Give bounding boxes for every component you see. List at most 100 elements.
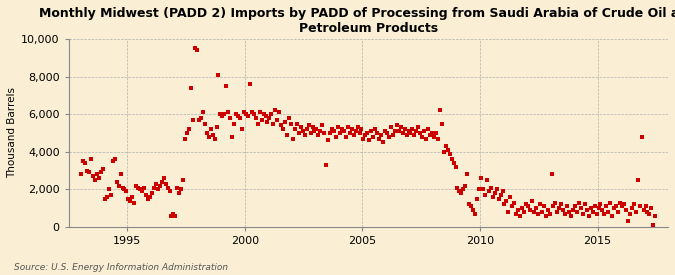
- Point: [346, 127, 357, 131]
- Point: [638, 208, 649, 212]
- Point: [637, 134, 647, 139]
- Point: [96, 170, 107, 175]
- Text: Source: U.S. Energy Information Administration: Source: U.S. Energy Information Administ…: [14, 263, 227, 272]
- Point: [518, 210, 529, 214]
- Point: [201, 131, 212, 135]
- Point: [196, 116, 207, 120]
- Point: [438, 150, 449, 154]
- Point: [589, 204, 600, 208]
- Point: [158, 176, 169, 180]
- Point: [352, 125, 363, 130]
- Point: [356, 127, 367, 131]
- Point: [78, 159, 88, 163]
- Point: [458, 187, 468, 192]
- Point: [587, 210, 598, 214]
- Point: [340, 134, 351, 139]
- Point: [583, 214, 594, 218]
- Point: [333, 125, 344, 130]
- Point: [315, 129, 326, 133]
- Point: [487, 195, 498, 199]
- Point: [307, 125, 318, 130]
- Point: [329, 129, 340, 133]
- Point: [248, 112, 259, 116]
- Point: [225, 116, 236, 120]
- Point: [454, 189, 465, 194]
- Point: [311, 127, 322, 131]
- Point: [550, 200, 561, 205]
- Point: [199, 121, 210, 126]
- Point: [617, 204, 628, 208]
- Point: [533, 212, 543, 216]
- Point: [186, 86, 196, 90]
- Point: [99, 197, 110, 201]
- Point: [591, 212, 602, 216]
- Point: [562, 204, 572, 208]
- Point: [151, 182, 161, 186]
- Point: [466, 204, 477, 208]
- Point: [148, 185, 159, 190]
- Point: [374, 136, 385, 141]
- Point: [529, 210, 539, 214]
- Point: [135, 187, 146, 192]
- Point: [288, 136, 298, 141]
- Point: [115, 172, 126, 177]
- Point: [235, 116, 246, 120]
- Point: [444, 152, 455, 156]
- Point: [396, 125, 406, 130]
- Point: [540, 214, 551, 218]
- Point: [358, 136, 369, 141]
- Point: [192, 48, 202, 52]
- Point: [188, 118, 198, 122]
- Point: [472, 197, 483, 201]
- Point: [531, 206, 541, 210]
- Point: [558, 208, 568, 212]
- Point: [476, 176, 487, 180]
- Point: [552, 210, 563, 214]
- Point: [394, 129, 404, 133]
- Point: [123, 197, 134, 201]
- Point: [319, 131, 329, 135]
- Point: [284, 116, 294, 120]
- Point: [607, 214, 618, 218]
- Point: [364, 138, 375, 143]
- Point: [82, 168, 92, 173]
- Point: [489, 191, 500, 195]
- Point: [568, 208, 578, 212]
- Point: [101, 195, 112, 199]
- Point: [415, 131, 426, 135]
- Point: [442, 148, 453, 152]
- Point: [217, 114, 227, 118]
- Point: [274, 110, 285, 114]
- Point: [437, 121, 448, 126]
- Point: [131, 183, 142, 188]
- Point: [309, 129, 320, 133]
- Point: [327, 127, 338, 131]
- Point: [268, 121, 279, 126]
- Point: [501, 199, 512, 203]
- Point: [446, 157, 457, 161]
- Point: [258, 112, 269, 116]
- Point: [423, 127, 433, 131]
- Point: [305, 131, 316, 135]
- Point: [360, 133, 371, 137]
- Point: [544, 212, 555, 216]
- Point: [140, 193, 151, 197]
- Point: [279, 119, 290, 124]
- Point: [337, 127, 348, 131]
- Point: [387, 133, 398, 137]
- Point: [615, 200, 626, 205]
- Point: [266, 112, 277, 116]
- Point: [335, 131, 346, 135]
- Point: [238, 110, 249, 114]
- Point: [272, 118, 283, 122]
- Point: [383, 134, 394, 139]
- Point: [366, 129, 377, 133]
- Point: [250, 116, 261, 120]
- Point: [178, 178, 188, 182]
- Point: [182, 131, 192, 135]
- Point: [211, 125, 222, 130]
- Y-axis label: Thousand Barrels: Thousand Barrels: [7, 87, 17, 178]
- Point: [628, 202, 639, 207]
- Point: [317, 123, 328, 128]
- Point: [450, 165, 461, 169]
